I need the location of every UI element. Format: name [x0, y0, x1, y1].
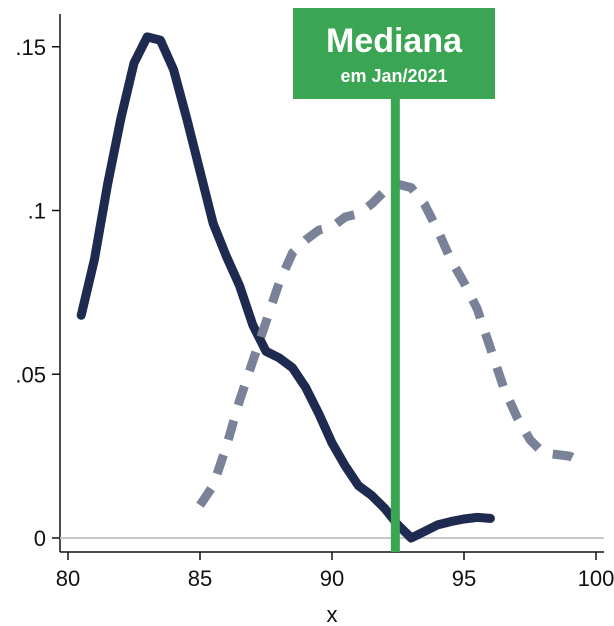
x-tick-label: 90 [320, 566, 344, 591]
x-tick-label: 95 [452, 566, 476, 591]
x-axis-title: x [327, 602, 338, 626]
x-tick-label: 100 [578, 566, 614, 591]
median-callout-title: Mediana [326, 22, 463, 60]
median-annotation: Mediana em Jan/2021 [293, 8, 495, 552]
y-tick-label: .05 [15, 362, 46, 387]
median-callout-subtitle: em Jan/2021 [340, 66, 447, 86]
median-callout-box [293, 8, 495, 99]
y-tick-label: 0 [34, 526, 46, 551]
series-layer [76, 32, 585, 543]
x-tick-label: 85 [188, 566, 212, 591]
x-axis-ticks: 80 85 90 95 100 [56, 552, 614, 591]
x-tick-label: 80 [56, 566, 80, 591]
solid-density-line [76, 32, 495, 543]
dashed-density-line [196, 179, 585, 508]
y-axis-ticks: 0 .05 .1 .15 [15, 35, 60, 551]
y-tick-label: .1 [28, 199, 46, 224]
y-tick-label: .15 [15, 35, 46, 60]
